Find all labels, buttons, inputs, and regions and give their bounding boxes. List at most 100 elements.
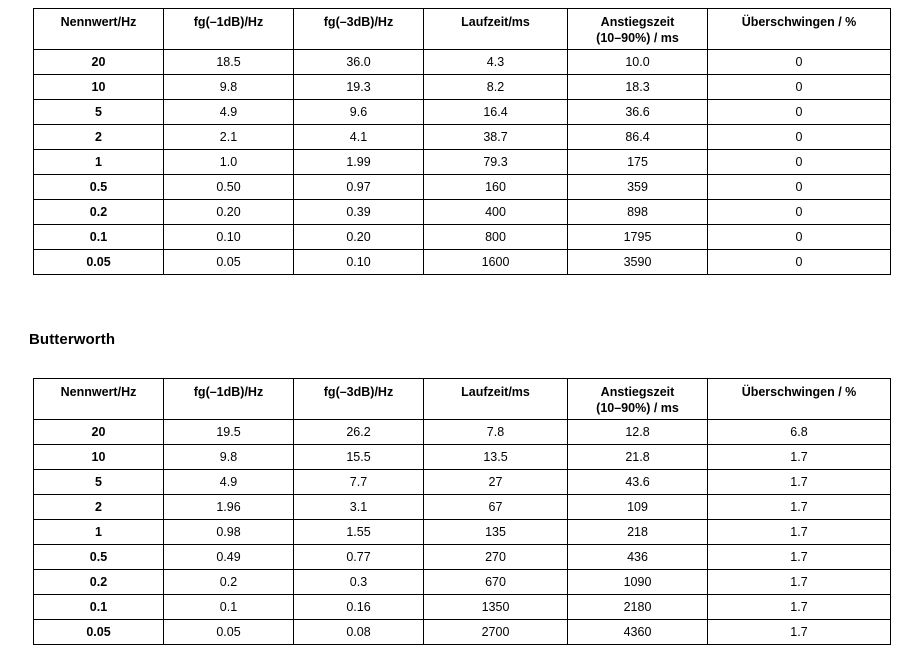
value-cell: 1.96 <box>163 494 294 520</box>
butterworth-section-heading: Butterworth <box>29 331 116 348</box>
value-cell: 1.7 <box>707 594 891 620</box>
value-cell: 0.08 <box>293 619 424 645</box>
value-cell: 0.77 <box>293 544 424 570</box>
table-row: 0.2 0.20 0.39 400 898 0 <box>33 199 891 225</box>
table-row: 0.1 0.10 0.20 800 1795 0 <box>33 224 891 250</box>
value-cell: 6.8 <box>707 419 891 445</box>
row-label-cell: 5 <box>33 99 164 125</box>
value-cell: 175 <box>567 149 708 175</box>
value-cell: 19.3 <box>293 74 424 100</box>
row-label-cell: 10 <box>33 74 164 100</box>
row-label-cell: 0.05 <box>33 249 164 275</box>
value-cell: 0.20 <box>293 224 424 250</box>
header-row: Nennwert/Hz fg(–1dB)/Hz fg(–3dB)/Hz Laufzei… <box>33 8 891 50</box>
column-header: Anstiegszeit (10–90%) / ms <box>567 8 708 50</box>
value-cell: 13.5 <box>423 444 568 470</box>
value-cell: 36.6 <box>567 99 708 125</box>
value-cell: 26.2 <box>293 419 424 445</box>
value-cell: 0 <box>707 99 891 125</box>
value-cell: 0.3 <box>293 569 424 595</box>
row-label-cell: 0.2 <box>33 569 164 595</box>
value-cell: 1.7 <box>707 469 891 495</box>
column-header: Nennwert/Hz <box>33 8 164 50</box>
table-row: 0.5 0.50 0.97 160 359 0 <box>33 174 891 200</box>
column-header: Anstiegszeit (10–90%) / ms <box>567 378 708 420</box>
value-cell: 16.4 <box>423 99 568 125</box>
value-cell: 0.1 <box>163 594 294 620</box>
header-row: Nennwert/Hz fg(–1dB)/Hz fg(–3dB)/Hz Laufzei… <box>33 378 891 420</box>
value-cell: 36.0 <box>293 49 424 75</box>
value-cell: 0 <box>707 199 891 225</box>
value-cell: 0 <box>707 224 891 250</box>
value-cell: 1350 <box>423 594 568 620</box>
value-cell: 19.5 <box>163 419 294 445</box>
value-cell: 1.7 <box>707 494 891 520</box>
value-cell: 0.97 <box>293 174 424 200</box>
table-row: 1 1.0 1.99 79.3 175 0 <box>33 149 891 175</box>
value-cell: 15.5 <box>293 444 424 470</box>
table-row: 0.5 0.49 0.77 270 436 1.7 <box>33 544 891 570</box>
row-label-cell: 2 <box>33 124 164 150</box>
column-header: fg(–3dB)/Hz <box>293 378 424 420</box>
value-cell: 1.99 <box>293 149 424 175</box>
value-cell: 0.10 <box>163 224 294 250</box>
value-cell: 2.1 <box>163 124 294 150</box>
value-cell: 0 <box>707 49 891 75</box>
value-cell: 218 <box>567 519 708 545</box>
filter-spec-table-2: Nennwert/Hz fg(–1dB)/Hz fg(–3dB)/Hz Laufzei… <box>33 378 891 645</box>
value-cell: 0.50 <box>163 174 294 200</box>
table-row: 10 9.8 15.5 13.5 21.8 1.7 <box>33 444 891 470</box>
table-row: 1 0.98 1.55 135 218 1.7 <box>33 519 891 545</box>
value-cell: 4360 <box>567 619 708 645</box>
value-cell: 270 <box>423 544 568 570</box>
value-cell: 1795 <box>567 224 708 250</box>
value-cell: 1090 <box>567 569 708 595</box>
value-cell: 1.55 <box>293 519 424 545</box>
value-cell: 7.7 <box>293 469 424 495</box>
value-cell: 0 <box>707 74 891 100</box>
value-cell: 670 <box>423 569 568 595</box>
row-label-cell: 1 <box>33 149 164 175</box>
value-cell: 4.9 <box>163 99 294 125</box>
value-cell: 0.39 <box>293 199 424 225</box>
row-label-cell: 0.2 <box>33 199 164 225</box>
value-cell: 86.4 <box>567 124 708 150</box>
column-header: Überschwingen / % <box>707 378 891 420</box>
value-cell: 7.8 <box>423 419 568 445</box>
value-cell: 0.10 <box>293 249 424 275</box>
value-cell: 1.7 <box>707 619 891 645</box>
table-row: 5 4.9 7.7 27 43.6 1.7 <box>33 469 891 495</box>
column-header: Überschwingen / % <box>707 8 891 50</box>
row-label-cell: 2 <box>33 494 164 520</box>
value-cell: 2700 <box>423 619 568 645</box>
row-label-cell: 0.5 <box>33 174 164 200</box>
table-row: 10 9.8 19.3 8.2 18.3 0 <box>33 74 891 100</box>
value-cell: 18.5 <box>163 49 294 75</box>
table-row: 5 4.9 9.6 16.4 36.6 0 <box>33 99 891 125</box>
row-label-cell: 0.05 <box>33 619 164 645</box>
value-cell: 9.8 <box>163 74 294 100</box>
value-cell: 9.8 <box>163 444 294 470</box>
value-cell: 3590 <box>567 249 708 275</box>
value-cell: 0 <box>707 149 891 175</box>
value-cell: 2180 <box>567 594 708 620</box>
value-cell: 10.0 <box>567 49 708 75</box>
value-cell: 400 <box>423 199 568 225</box>
value-cell: 38.7 <box>423 124 568 150</box>
value-cell: 3.1 <box>293 494 424 520</box>
value-cell: 27 <box>423 469 568 495</box>
value-cell: 359 <box>567 174 708 200</box>
value-cell: 160 <box>423 174 568 200</box>
table-row: 0.05 0.05 0.10 1600 3590 0 <box>33 249 891 275</box>
value-cell: 0.16 <box>293 594 424 620</box>
value-cell: 8.2 <box>423 74 568 100</box>
value-cell: 109 <box>567 494 708 520</box>
value-cell: 9.6 <box>293 99 424 125</box>
column-header: fg(–3dB)/Hz <box>293 8 424 50</box>
column-header: Nennwert/Hz <box>33 378 164 420</box>
value-cell: 1.0 <box>163 149 294 175</box>
table-row: 0.1 0.1 0.16 1350 2180 1.7 <box>33 594 891 620</box>
value-cell: 898 <box>567 199 708 225</box>
value-cell: 1.7 <box>707 519 891 545</box>
